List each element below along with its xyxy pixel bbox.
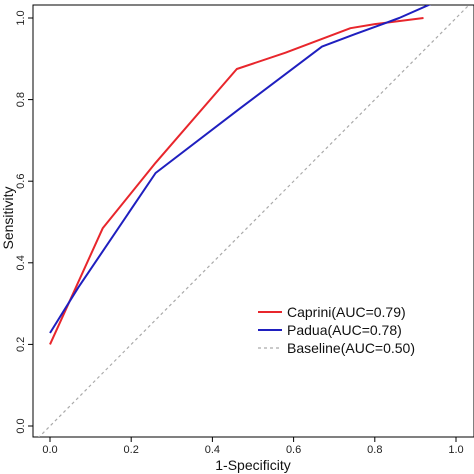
- y-tick-label: 0.4: [15, 255, 27, 270]
- y-axis-label: Sensitivity: [0, 186, 16, 249]
- y-tick-label: 1.0: [15, 10, 27, 25]
- legend-label: Caprini(AUC=0.79): [287, 304, 406, 320]
- x-tick-label: 0.2: [124, 444, 139, 456]
- y-tick-label: 0.0: [15, 418, 27, 433]
- legend-label: Baseline(AUC=0.50): [287, 340, 415, 356]
- series-line: [38, 5, 469, 437]
- series-line: [49, 5, 432, 334]
- x-tick-label: 0.8: [367, 444, 382, 456]
- x-tick-label: 1.0: [448, 444, 463, 456]
- series-line: [49, 17, 424, 345]
- legend-label: Padua(AUC=0.78): [287, 322, 402, 338]
- x-axis-ticks: 0.0 0.2 0.4 0.6 0.8 1.0: [42, 436, 464, 456]
- x-axis-label: 1-Specificity: [215, 457, 290, 473]
- y-axis-ticks: 0.0 0.2 0.4 0.6 0.8 1.0: [15, 10, 34, 434]
- x-tick-label: 0.0: [42, 444, 57, 456]
- x-tick-label: 0.4: [205, 444, 220, 456]
- y-tick-label: 0.8: [15, 92, 27, 107]
- legend: Caprini(AUC=0.79) Padua(AUC=0.78) Baseline…: [258, 304, 415, 356]
- y-tick-label: 0.2: [15, 337, 27, 352]
- series-layer: [38, 5, 469, 437]
- y-tick-label: 0.6: [15, 174, 27, 189]
- x-tick-label: 0.6: [286, 444, 301, 456]
- plot-frame: [32, 4, 474, 438]
